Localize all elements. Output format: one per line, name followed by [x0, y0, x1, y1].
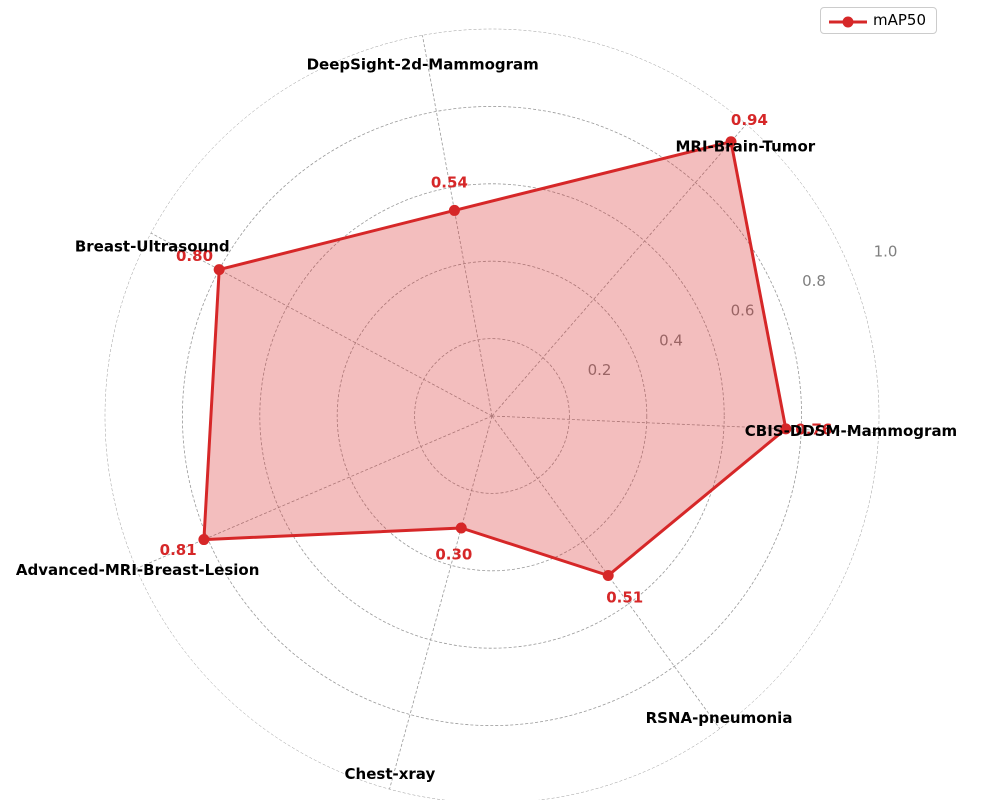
- value-label: 0.94: [731, 111, 768, 129]
- value-label: 0.51: [606, 589, 643, 607]
- legend: mAP50: [820, 7, 937, 34]
- series-point: [198, 534, 210, 546]
- radial-tick-label: 0.6: [731, 302, 755, 320]
- category-label: MRI-Brain-Tumor: [675, 137, 815, 155]
- value-label: 0.54: [431, 173, 468, 191]
- grid-spoke: [389, 415, 493, 790]
- series-point: [448, 204, 460, 216]
- value-label: 0.30: [435, 545, 472, 563]
- value-label: 0.76: [795, 421, 832, 439]
- radial-tick-label: 1.0: [874, 242, 898, 260]
- series-point: [455, 522, 467, 534]
- series-line: [202, 140, 788, 577]
- grid-spoke: [491, 123, 747, 417]
- category-label: Advanced-MRI-Breast-Lesion: [16, 561, 259, 579]
- grid-circle: [414, 338, 570, 494]
- radial-tick-label: 0.2: [588, 361, 612, 379]
- grid-circle: [336, 260, 648, 572]
- grid-circle: [181, 105, 803, 727]
- radial-tick-label: 0.4: [659, 331, 683, 349]
- grid-spoke: [491, 415, 721, 730]
- legend-marker-icon: [829, 16, 867, 28]
- grid-spoke: [136, 415, 493, 569]
- radar-series: [198, 136, 792, 582]
- series-area: [203, 141, 786, 576]
- radar-grid: 0.2 0.4 0.6 0.8 1.0: [104, 28, 898, 800]
- value-label: 0.80: [176, 247, 213, 265]
- grid-circle: [104, 28, 880, 800]
- grid-spoke: [150, 232, 493, 417]
- series-point: [725, 136, 737, 148]
- series-point: [602, 570, 614, 582]
- category-label: Chest-xray: [345, 765, 436, 783]
- grid-spoke: [422, 35, 493, 417]
- series-point: [780, 423, 792, 435]
- category-label: DeepSight-2d-Mammogram: [307, 55, 539, 73]
- radar-labels: 0.76 0.94 0.54 0.80 0.81 0.30 0.51 CBIS-DDSM-Ma…: [16, 55, 957, 782]
- radial-tick-label: 0.8: [802, 272, 826, 290]
- category-label: RSNA-pneumonia: [646, 709, 793, 727]
- category-label: CBIS-DDSM-Mammogram: [745, 422, 957, 440]
- legend-label: mAP50: [873, 11, 927, 29]
- series-point: [213, 264, 225, 276]
- value-label: 0.81: [160, 541, 197, 559]
- grid-circle: [259, 183, 725, 649]
- grid-spoke: [491, 415, 879, 434]
- category-label: Breast-Ultrasound: [75, 238, 230, 256]
